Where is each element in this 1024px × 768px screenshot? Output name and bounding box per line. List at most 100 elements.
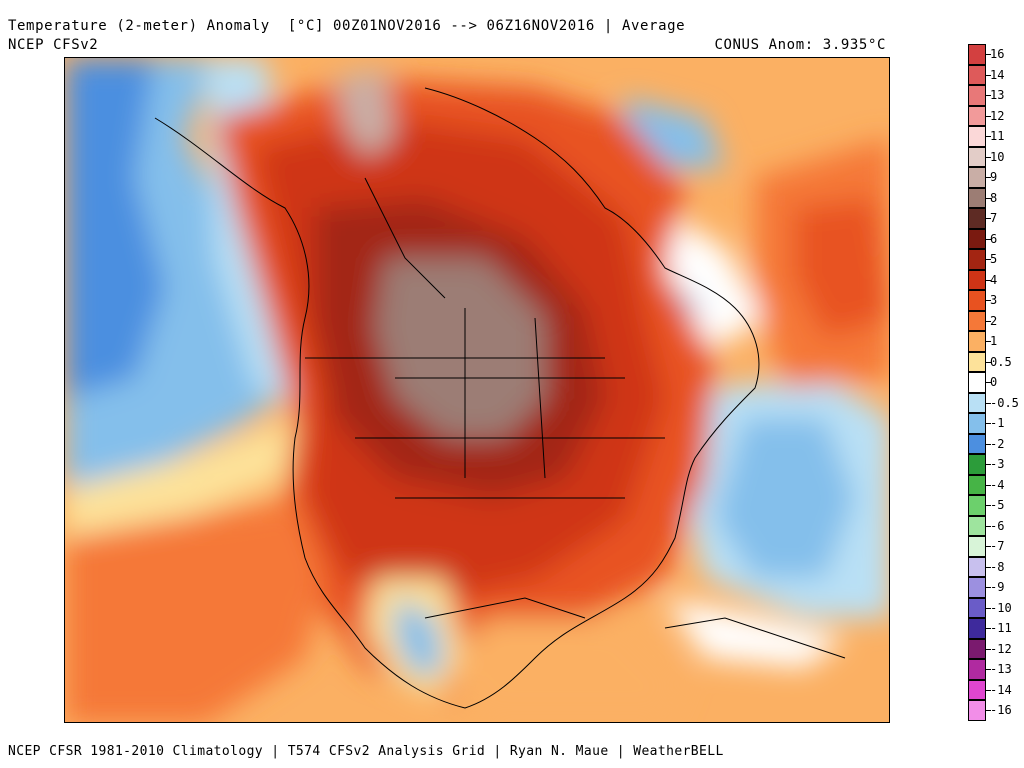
legend-tick [986, 710, 991, 711]
legend-tick [986, 177, 991, 178]
legend-tick [986, 648, 991, 650]
legend-label: -2 [990, 436, 1005, 451]
legend-label: 14 [990, 67, 1005, 82]
legend-swatch [968, 269, 986, 290]
legend-tick [986, 341, 991, 342]
map-title: Temperature (2-meter) Anomaly [°C] 00Z01… [8, 18, 686, 34]
legend-tick [986, 525, 991, 527]
legend-label: -3 [990, 457, 1005, 471]
legend-swatch [968, 454, 986, 475]
legend-swatch [968, 351, 986, 372]
legend-tick [986, 546, 991, 547]
color-scale-legend: 16 14 13 12 11 10 9 8 7 6 5 4 3 2 1 0.5 0 -0.5 -1 -2 -3 -4 -5 -… [968, 44, 1022, 724]
legend-label: -9 [990, 580, 1005, 594]
legend-swatch [968, 659, 986, 680]
legend-label: 0.5 [990, 354, 1012, 369]
legend-tick [986, 279, 991, 281]
legend-tick [986, 136, 991, 137]
legend-tick [986, 197, 991, 199]
legend-tick [986, 300, 991, 301]
legend-swatch [968, 413, 986, 434]
legend-label: -1 [990, 416, 1005, 430]
legend-tick [986, 464, 991, 465]
legend-tick [986, 156, 991, 158]
legend-label: -4 [990, 477, 1005, 492]
legend-label: -12 [990, 641, 1012, 656]
legend-tick [986, 402, 991, 404]
legend-label: 13 [990, 88, 1005, 102]
legend-tick [986, 382, 991, 383]
legend-swatch [968, 536, 986, 557]
legend-tick [986, 669, 991, 670]
legend-tick [986, 74, 991, 76]
legend-swatch [968, 474, 986, 495]
legend-swatch [968, 331, 986, 352]
legend-label: 1 [990, 334, 998, 348]
legend-swatch [968, 290, 986, 311]
legend-swatch [968, 105, 986, 126]
legend-tick [986, 689, 991, 691]
legend-swatch [968, 597, 986, 618]
legend-swatch [968, 310, 986, 331]
map-canvas [65, 58, 889, 722]
legend-label: -0.5 [990, 395, 1019, 410]
legend-label: 9 [990, 170, 998, 184]
legend-label: 6 [990, 231, 998, 246]
legend-label: -6 [990, 518, 1005, 533]
legend-label: 7 [990, 211, 998, 225]
credits-footer: NCEP CFSR 1981-2010 Climatology | T574 C… [8, 744, 724, 759]
legend-tick [986, 607, 991, 609]
legend-swatch [968, 64, 986, 85]
legend-tick [986, 115, 991, 117]
legend-swatch [968, 146, 986, 167]
legend-tick [986, 320, 991, 322]
legend-tick [986, 218, 991, 219]
legend-swatch [968, 392, 986, 413]
legend-tick [986, 628, 991, 629]
legend-swatch [968, 44, 986, 65]
legend-tick [986, 95, 991, 96]
legend-tick [986, 423, 991, 424]
legend-label: -13 [990, 662, 1012, 676]
legend-label: 0 [990, 375, 998, 389]
legend-label: 3 [990, 293, 998, 307]
legend-swatch [968, 433, 986, 454]
legend-label: 11 [990, 129, 1005, 143]
legend-swatch [968, 167, 986, 188]
legend-label: 16 [990, 47, 1005, 61]
legend-label: -7 [990, 539, 1005, 553]
legend-label: 2 [990, 313, 998, 328]
legend-swatch [968, 208, 986, 229]
model-source-label: NCEP CFSv2 [8, 37, 99, 53]
legend-tick [986, 238, 991, 240]
legend-swatch [968, 187, 986, 208]
legend-tick [986, 566, 991, 568]
legend-swatch [968, 638, 986, 659]
legend-tick [986, 361, 991, 363]
legend-swatch [968, 700, 986, 721]
legend-swatch [968, 126, 986, 147]
legend-swatch [968, 372, 986, 393]
legend-label: -5 [990, 498, 1005, 512]
legend-label: 8 [990, 190, 998, 205]
legend-label: 5 [990, 252, 998, 266]
legend-tick [986, 505, 991, 506]
legend-label: -14 [990, 682, 1012, 697]
legend-label: 10 [990, 149, 1005, 164]
legend-tick [986, 587, 991, 588]
legend-swatch [968, 85, 986, 106]
legend-tick [986, 443, 991, 445]
legend-swatch [968, 515, 986, 536]
legend-swatch [968, 618, 986, 639]
temperature-anomaly-map [64, 57, 890, 723]
legend-swatch [968, 556, 986, 577]
legend-swatch [968, 577, 986, 598]
conus-anomaly-value: CONUS Anom: 3.935°C [714, 37, 886, 53]
legend-swatch [968, 495, 986, 516]
legend-tick [986, 54, 991, 55]
legend-swatch [968, 679, 986, 700]
legend-swatch [968, 228, 986, 249]
legend-label: -8 [990, 559, 1005, 574]
legend-tick [986, 484, 991, 486]
legend-tick [986, 259, 991, 260]
